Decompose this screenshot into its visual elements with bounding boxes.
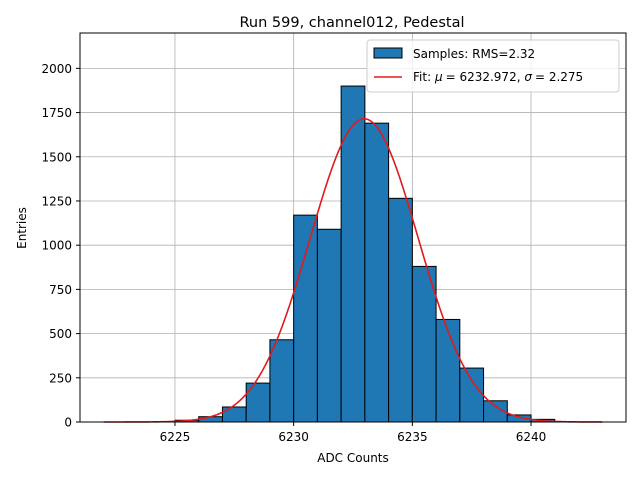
legend-box	[366, 39, 620, 93]
histogram-bar	[269, 339, 295, 423]
y-tick-label: 1500	[41, 150, 72, 164]
y-tick-label: 500	[49, 327, 72, 341]
legend-histogram-swatch	[373, 47, 403, 59]
legend-fit-label: Fit: μ = 6232.972, σ = 2.275	[413, 70, 583, 84]
legend-fit-prefix: Fit:	[413, 70, 435, 84]
y-tick-label: 2000	[41, 62, 72, 76]
x-tick-label: 6235	[397, 430, 428, 444]
legend-fit-sigma-symbol: σ	[524, 70, 532, 84]
legend-fit-sigma-value: = 2.275	[535, 70, 583, 84]
y-tick-label: 1000	[41, 239, 72, 253]
histogram-bar	[364, 122, 390, 423]
histogram-bar	[459, 367, 485, 423]
histogram-bar	[411, 265, 437, 423]
histogram-bar	[388, 197, 413, 423]
y-axis-label: Entries	[15, 207, 29, 249]
fit-curve	[103, 117, 603, 423]
histogram-bar	[316, 228, 342, 423]
y-tick-label: 750	[49, 283, 72, 297]
legend-fit-mu-symbol: μ	[434, 70, 443, 84]
chart-title: Run 599, channel012, Pedestal	[239, 15, 464, 31]
y-tick-label: 0	[64, 416, 72, 430]
x-axis-label: ADC Counts	[317, 451, 389, 465]
histogram-bar	[293, 214, 318, 423]
legend-fit-mu-value: = 6232.972,	[446, 70, 525, 84]
legend: Samples: RMS=2.32 Fit: μ = 6232.972, σ = 2…	[366, 39, 620, 93]
legend-histogram-label: Samples: RMS=2.32	[413, 47, 535, 61]
x-tick-label: 6240	[516, 430, 547, 444]
x-tick-label: 6225	[160, 430, 191, 444]
histogram-bars	[174, 85, 556, 423]
y-tick-label: 250	[49, 371, 72, 385]
histogram-bar	[435, 318, 461, 423]
y-axis-ticks: 0 250 500 750 1000 1250 1500 1750 2000	[41, 62, 80, 430]
plot-frame	[79, 32, 627, 423]
y-tick-label: 1750	[41, 106, 72, 120]
x-tick-label: 6230	[278, 430, 309, 444]
histogram-bar	[221, 406, 247, 423]
y-tick-label: 1250	[41, 194, 72, 208]
x-axis-ticks: 6225 6230 6235 6240	[160, 422, 547, 444]
